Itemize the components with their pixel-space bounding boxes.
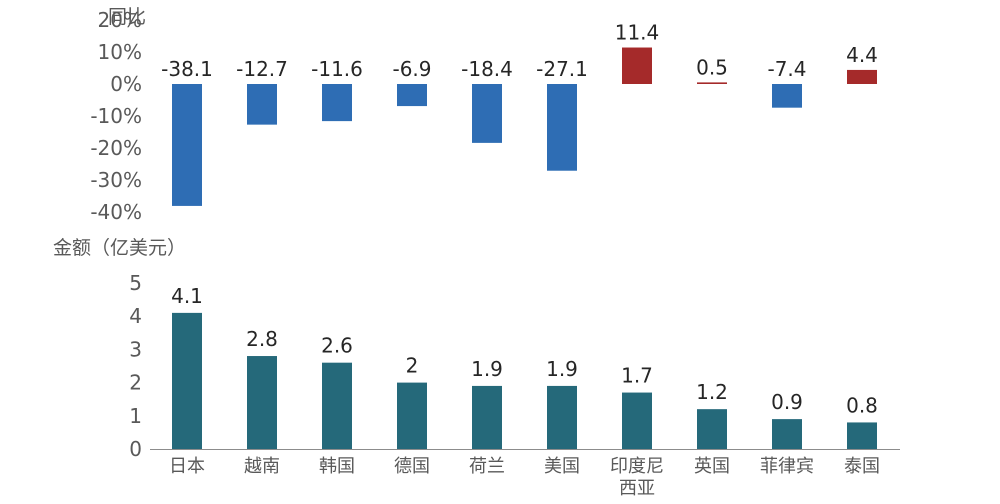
x-category-label: 菲律宾 [760, 456, 814, 477]
x-category-label: 英国 [694, 456, 730, 477]
top-y-tick-labels: 20% 10% 0% -10% -20% -30% -40% [90, 8, 142, 224]
top-bars [172, 47, 877, 206]
top-bar-美国 [547, 84, 577, 171]
bottom-data-label: 0.9 [771, 390, 803, 414]
x-category-label-line: 德国 [394, 456, 430, 477]
top-y-axis-title: 同比 [108, 6, 146, 28]
x-category-label: 印度尼西亚 [610, 456, 664, 499]
top-data-label: 4.4 [846, 43, 878, 67]
bottom-y-tick-label: 4 [129, 304, 142, 328]
x-category-label: 德国 [394, 456, 430, 477]
top-data-label: 0.5 [696, 55, 728, 79]
top-y-tick-label: 10% [98, 40, 142, 64]
bottom-bar-荷兰 [472, 385, 502, 449]
top-data-label: -38.1 [161, 57, 213, 81]
x-category-label: 泰国 [844, 456, 880, 477]
x-category-label-line: 印度尼 [610, 456, 664, 477]
top-bar-日本 [172, 84, 202, 206]
bottom-bar-英国 [697, 409, 727, 449]
top-y-tick-label: 0% [110, 72, 142, 96]
x-category-label-line: 越南 [244, 456, 280, 477]
bottom-bar-韩国 [322, 362, 352, 449]
top-y-tick-label: -10% [90, 104, 142, 128]
bottom-data-labels: 4.1 2.8 2.6 2 1.9 1.9 1.7 1.2 0.9 0.8 [171, 284, 878, 418]
bottom-y-tick-label: 3 [129, 337, 142, 361]
bottom-y-tick-label: 1 [129, 404, 142, 428]
amount-chart: 金额（亿美元） 5 4 3 2 1 0 4.1 2.8 2.6 2 1.9 1.9 1.7 1.2 0.9… [53, 237, 900, 499]
bottom-data-label: 1.9 [471, 357, 503, 381]
top-bar-泰国 [847, 69, 877, 84]
bottom-y-tick-label: 5 [129, 271, 142, 295]
x-category-label-line: 英国 [694, 456, 730, 477]
x-category-labels: 日本 越南 韩国 德国 荷兰 美国 印度尼西亚 英国 菲律宾 泰国 [169, 456, 880, 499]
bottom-y-tick-label: 2 [129, 371, 142, 395]
top-bar-菲律宾 [772, 84, 802, 108]
bottom-bar-泰国 [847, 422, 877, 449]
x-category-label-line: 菲律宾 [760, 456, 814, 477]
bottom-bar-德国 [397, 382, 427, 449]
top-data-label: -27.1 [536, 57, 588, 81]
x-category-label: 美国 [544, 456, 580, 477]
top-data-label: -12.7 [236, 57, 288, 81]
bottom-bar-日本 [172, 312, 202, 449]
bottom-data-label: 4.1 [171, 284, 203, 308]
top-data-label: -11.6 [311, 57, 363, 81]
top-bar-越南 [247, 84, 277, 125]
bottom-data-label: 2 [406, 354, 419, 378]
bottom-data-label: 0.8 [846, 393, 878, 417]
bottom-bar-美国 [547, 385, 577, 449]
x-category-label-line: 西亚 [619, 478, 655, 499]
top-data-label: -6.9 [392, 57, 431, 81]
top-data-labels: -38.1 -12.7 -11.6 -6.9 -18.4 -27.1 11.4 0.5 -7.4… [161, 21, 878, 81]
yoy-growth-chart: 同比 20% 10% 0% -10% -20% -30% -40% -38.1 -12.7 -1… [90, 6, 878, 224]
x-category-label-line: 美国 [544, 456, 580, 477]
x-category-label-line: 日本 [169, 456, 205, 477]
bottom-y-axis-title: 金额（亿美元） [53, 237, 186, 259]
bottom-data-label: 2.8 [246, 327, 278, 351]
bottom-data-label: 2.6 [321, 334, 353, 358]
x-category-label: 日本 [169, 456, 205, 477]
bottom-data-label: 1.7 [621, 364, 653, 388]
x-category-label: 越南 [244, 456, 280, 477]
top-bar-韩国 [322, 84, 352, 122]
x-category-label: 韩国 [319, 456, 355, 477]
x-category-label-line: 荷兰 [469, 456, 505, 477]
top-y-tick-label: 20% [98, 8, 142, 32]
bottom-y-tick-label: 0 [129, 437, 142, 461]
bottom-data-label: 1.2 [696, 380, 728, 404]
top-bar-德国 [397, 84, 427, 107]
top-y-tick-label: -30% [90, 168, 142, 192]
top-bar-英国 [697, 82, 727, 84]
top-data-label: -7.4 [767, 57, 806, 81]
bottom-y-tick-labels: 5 4 3 2 1 0 [129, 271, 142, 461]
top-y-tick-label: -20% [90, 136, 142, 160]
bottom-bar-菲律宾 [772, 419, 802, 449]
x-category-label: 荷兰 [469, 456, 505, 477]
x-category-label-line: 韩国 [319, 456, 355, 477]
bottom-data-label: 1.9 [546, 357, 578, 381]
top-bar-印度尼西亚 [622, 47, 652, 84]
top-data-label: 11.4 [615, 21, 660, 45]
top-data-label: -18.4 [461, 57, 513, 81]
bottom-bar-越南 [247, 356, 277, 449]
x-category-label-line: 泰国 [844, 456, 880, 477]
bottom-bars [172, 312, 877, 449]
top-y-tick-label: -40% [90, 200, 142, 224]
top-bar-荷兰 [472, 84, 502, 143]
bottom-bar-印度尼西亚 [622, 392, 652, 449]
